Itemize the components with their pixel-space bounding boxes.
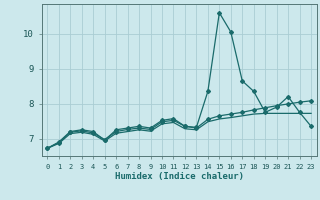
X-axis label: Humidex (Indice chaleur): Humidex (Indice chaleur)	[115, 172, 244, 181]
